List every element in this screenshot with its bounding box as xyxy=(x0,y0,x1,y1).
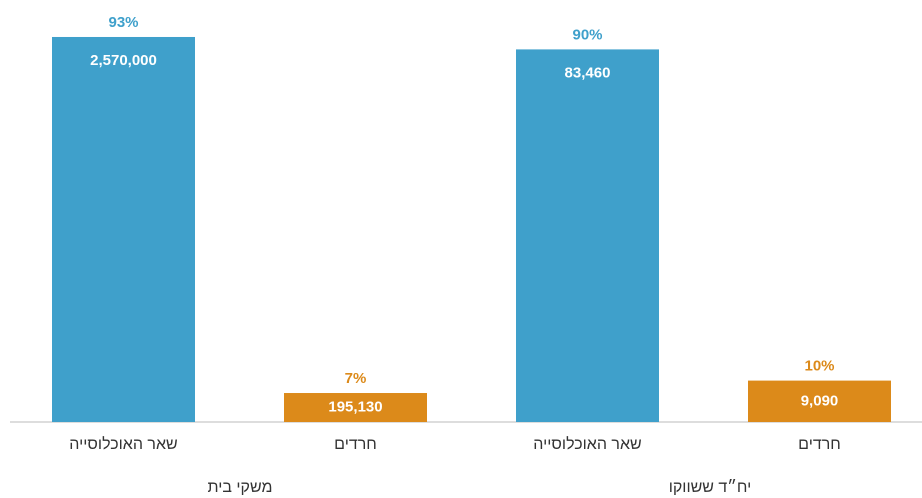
value-label: 10% xyxy=(804,358,834,375)
group-label: משקי בית xyxy=(207,479,272,496)
group-label: יח״ד ששווקו xyxy=(669,479,752,496)
bar xyxy=(284,393,427,422)
count-label: 2,570,000 xyxy=(90,52,157,69)
x-tick-label: חרדים xyxy=(798,436,841,453)
bar xyxy=(52,36,195,422)
value-label: 7% xyxy=(345,370,367,387)
x-tick-label: שאר האוכלוסייה xyxy=(533,435,641,453)
x-tick-label: שאר האוכלוסייה xyxy=(69,435,177,453)
value-label: 90% xyxy=(572,26,602,43)
count-label: 195,130 xyxy=(328,398,382,415)
x-tick-label: חרדים xyxy=(334,436,377,453)
bar xyxy=(748,380,891,422)
count-label: 83,460 xyxy=(565,64,611,81)
value-label: 93% xyxy=(108,14,138,31)
bar xyxy=(516,49,659,423)
count-label: 9,090 xyxy=(801,392,839,409)
